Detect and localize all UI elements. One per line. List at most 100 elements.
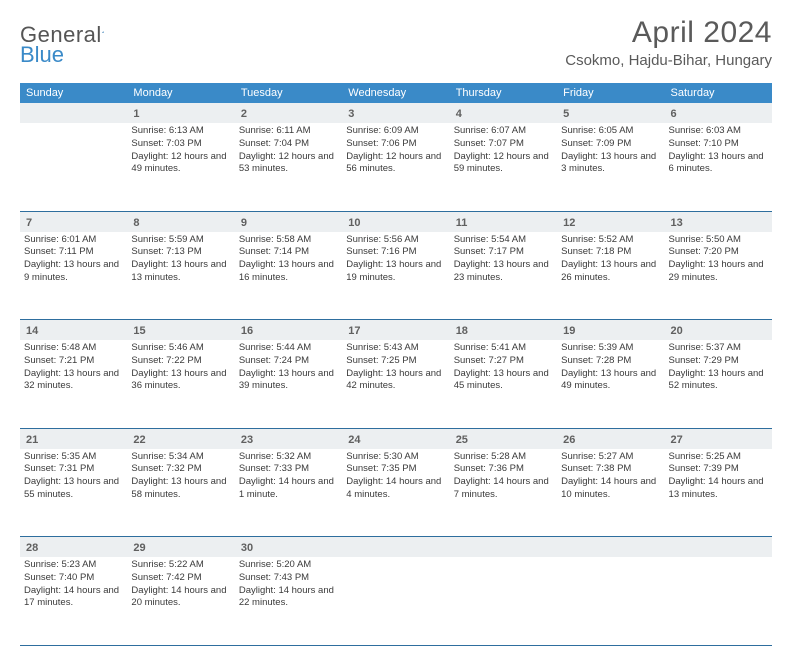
- cell-content: Sunrise: 5:32 AMSunset: 7:33 PMDaylight:…: [239, 449, 338, 502]
- cell-content: Sunrise: 5:44 AMSunset: 7:24 PMDaylight:…: [239, 340, 338, 393]
- day-number-cell: 19: [557, 320, 664, 341]
- daylight-line: Daylight: 13 hours and 16 minutes.: [239, 259, 338, 285]
- daylight-line: Daylight: 13 hours and 26 minutes.: [561, 259, 660, 285]
- cell-content: Sunrise: 6:01 AMSunset: 7:11 PMDaylight:…: [24, 232, 123, 285]
- calendar-body: 123456Sunrise: 6:13 AMSunset: 7:03 PMDay…: [20, 103, 772, 645]
- calendar-cell: Sunrise: 5:37 AMSunset: 7:29 PMDaylight:…: [665, 340, 772, 428]
- daylight-line: Daylight: 13 hours and 6 minutes.: [669, 151, 768, 177]
- cell-content: Sunrise: 5:23 AMSunset: 7:40 PMDaylight:…: [24, 557, 123, 610]
- day-number: 18: [456, 325, 468, 337]
- day-number-cell: 30: [235, 537, 342, 558]
- sunrise-line: Sunrise: 5:50 AM: [669, 234, 768, 247]
- sunset-line: Sunset: 7:03 PM: [131, 138, 230, 151]
- day-number-cell: 24: [342, 428, 449, 449]
- sunrise-line: Sunrise: 6:03 AM: [669, 125, 768, 138]
- calendar-cell: Sunrise: 5:23 AMSunset: 7:40 PMDaylight:…: [20, 557, 127, 645]
- sunrise-line: Sunrise: 5:20 AM: [239, 559, 338, 572]
- day-number: 10: [348, 217, 360, 229]
- calendar-cell: Sunrise: 5:25 AMSunset: 7:39 PMDaylight:…: [665, 449, 772, 537]
- day-number-cell: 13: [665, 211, 772, 232]
- calendar-cell: Sunrise: 5:28 AMSunset: 7:36 PMDaylight:…: [450, 449, 557, 537]
- title-block: April 2024 Csokmo, Hajdu-Bihar, Hungary: [565, 18, 772, 69]
- day-number: 16: [241, 325, 253, 337]
- day-number-cell: 17: [342, 320, 449, 341]
- calendar-week-row: Sunrise: 6:01 AMSunset: 7:11 PMDaylight:…: [20, 232, 772, 320]
- cell-content: Sunrise: 5:20 AMSunset: 7:43 PMDaylight:…: [239, 557, 338, 610]
- daylight-line: Daylight: 12 hours and 59 minutes.: [454, 151, 553, 177]
- day-header: Sunday: [20, 83, 127, 103]
- sunset-line: Sunset: 7:21 PM: [24, 355, 123, 368]
- day-number-cell: 12: [557, 211, 664, 232]
- sunset-line: Sunset: 7:17 PM: [454, 246, 553, 259]
- day-number: 26: [563, 434, 575, 446]
- sunset-line: Sunset: 7:06 PM: [346, 138, 445, 151]
- sunrise-line: Sunrise: 5:54 AM: [454, 234, 553, 247]
- day-header: Thursday: [450, 83, 557, 103]
- day-number: 23: [241, 434, 253, 446]
- cell-content: Sunrise: 5:56 AMSunset: 7:16 PMDaylight:…: [346, 232, 445, 285]
- sunrise-line: Sunrise: 6:01 AM: [24, 234, 123, 247]
- daylight-line: Daylight: 12 hours and 56 minutes.: [346, 151, 445, 177]
- day-number: 5: [563, 108, 569, 120]
- day-number-row: 78910111213: [20, 211, 772, 232]
- cell-content: Sunrise: 5:28 AMSunset: 7:36 PMDaylight:…: [454, 449, 553, 502]
- sunrise-line: Sunrise: 5:48 AM: [24, 342, 123, 355]
- day-number-cell: 10: [342, 211, 449, 232]
- daylight-line: Daylight: 13 hours and 39 minutes.: [239, 368, 338, 394]
- daylight-line: Daylight: 13 hours and 3 minutes.: [561, 151, 660, 177]
- calendar-cell: Sunrise: 5:35 AMSunset: 7:31 PMDaylight:…: [20, 449, 127, 537]
- cell-content: Sunrise: 5:22 AMSunset: 7:42 PMDaylight:…: [131, 557, 230, 610]
- calendar-cell: Sunrise: 6:13 AMSunset: 7:03 PMDaylight:…: [127, 123, 234, 211]
- sunrise-line: Sunrise: 5:37 AM: [669, 342, 768, 355]
- calendar-cell: Sunrise: 5:56 AMSunset: 7:16 PMDaylight:…: [342, 232, 449, 320]
- sunset-line: Sunset: 7:43 PM: [239, 572, 338, 585]
- calendar-cell: Sunrise: 5:32 AMSunset: 7:33 PMDaylight:…: [235, 449, 342, 537]
- day-number: 15: [133, 325, 145, 337]
- daylight-line: Daylight: 13 hours and 36 minutes.: [131, 368, 230, 394]
- sunset-line: Sunset: 7:20 PM: [669, 246, 768, 259]
- sunset-line: Sunset: 7:35 PM: [346, 463, 445, 476]
- sunset-line: Sunset: 7:36 PM: [454, 463, 553, 476]
- sunrise-line: Sunrise: 5:43 AM: [346, 342, 445, 355]
- sunset-line: Sunset: 7:22 PM: [131, 355, 230, 368]
- calendar-cell: Sunrise: 5:22 AMSunset: 7:42 PMDaylight:…: [127, 557, 234, 645]
- day-number-cell: 4: [450, 103, 557, 123]
- day-number: 8: [133, 217, 139, 229]
- day-number: 27: [671, 434, 683, 446]
- day-number-cell: 6: [665, 103, 772, 123]
- daylight-line: Daylight: 14 hours and 1 minute.: [239, 476, 338, 502]
- day-number: 17: [348, 325, 360, 337]
- day-number: 4: [456, 108, 462, 120]
- sunset-line: Sunset: 7:39 PM: [669, 463, 768, 476]
- cell-content: Sunrise: 5:50 AMSunset: 7:20 PMDaylight:…: [669, 232, 768, 285]
- day-number-cell: 9: [235, 211, 342, 232]
- month-title: April 2024: [565, 18, 772, 48]
- cell-content: Sunrise: 5:27 AMSunset: 7:38 PMDaylight:…: [561, 449, 660, 502]
- calendar-cell: Sunrise: 6:05 AMSunset: 7:09 PMDaylight:…: [557, 123, 664, 211]
- sunrise-line: Sunrise: 6:07 AM: [454, 125, 553, 138]
- day-number-cell: 15: [127, 320, 234, 341]
- day-number-cell: 7: [20, 211, 127, 232]
- calendar-cell: Sunrise: 5:27 AMSunset: 7:38 PMDaylight:…: [557, 449, 664, 537]
- calendar-week-row: Sunrise: 5:48 AMSunset: 7:21 PM Daylight:…: [20, 340, 772, 428]
- logo-triangle-icon: [102, 23, 105, 41]
- sunrise-line: Sunrise: 5:58 AM: [239, 234, 338, 247]
- sunset-line: Sunset: 7:04 PM: [239, 138, 338, 151]
- day-number-cell: 5: [557, 103, 664, 123]
- day-number: 14: [26, 325, 38, 337]
- sunset-line: Sunset: 7:25 PM: [346, 355, 445, 368]
- day-number: 22: [133, 434, 145, 446]
- sunrise-line: Sunrise: 5:32 AM: [239, 451, 338, 464]
- location: Csokmo, Hajdu-Bihar, Hungary: [565, 52, 772, 69]
- daylight-line: Daylight: 14 hours and 4 minutes.: [346, 476, 445, 502]
- header: General April 2024 Csokmo, Hajdu-Bihar, …: [20, 18, 772, 69]
- day-number-cell: 8: [127, 211, 234, 232]
- sunrise-line: Sunrise: 5:23 AM: [24, 559, 123, 572]
- sunrise-line: Sunrise: 6:09 AM: [346, 125, 445, 138]
- calendar-cell: Sunrise: 5:39 AMSunset: 7:28 PMDaylight:…: [557, 340, 664, 428]
- sunrise-line: Sunrise: 5:44 AM: [239, 342, 338, 355]
- calendar-cell: [450, 557, 557, 645]
- sunrise-line: Sunrise: 5:46 AM: [131, 342, 230, 355]
- sunrise-line: Sunrise: 6:13 AM: [131, 125, 230, 138]
- day-header: Monday: [127, 83, 234, 103]
